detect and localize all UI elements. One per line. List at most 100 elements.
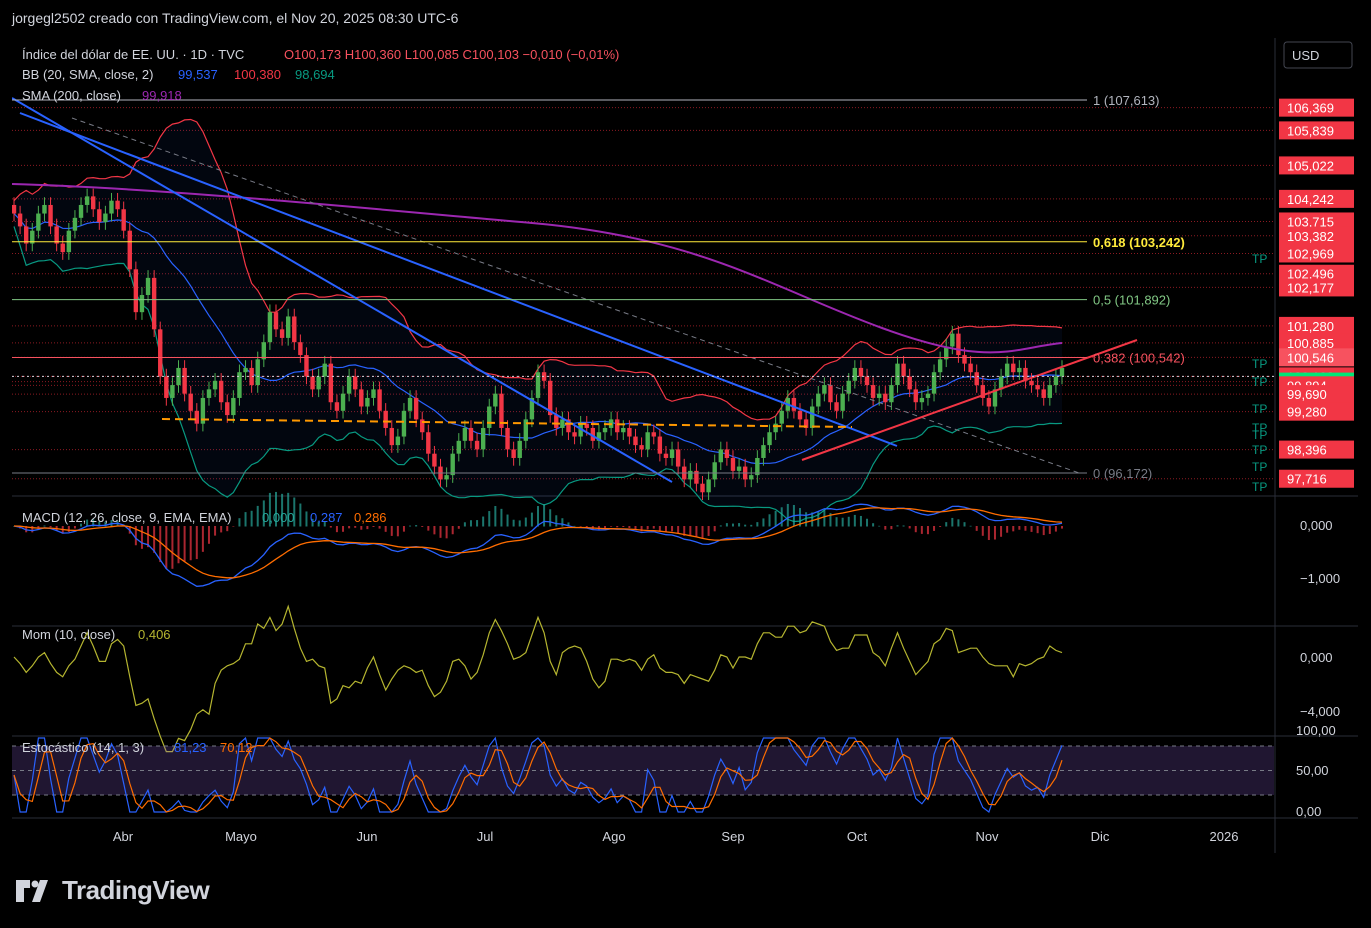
candle-body	[395, 436, 401, 446]
macd-hist-bar	[80, 523, 83, 527]
candle-body	[218, 380, 224, 403]
candle-body	[292, 316, 297, 343]
stoch-k-line	[13, 736, 1063, 813]
macd-hist-bar	[73, 526, 76, 529]
macd-hist-bar	[634, 526, 637, 530]
macd-hist-bar	[153, 526, 156, 553]
macd-hist-bar	[396, 526, 399, 537]
candle-body	[669, 449, 675, 458]
macd-hist-bar	[981, 526, 984, 536]
time-axis-label: Sep	[721, 829, 744, 844]
macd-hist-bar	[275, 491, 277, 527]
mom-scale-label: 0,000	[1300, 650, 1333, 665]
macd-hist-bar	[433, 526, 436, 535]
fib-label: 0,618 (103,242)	[1093, 235, 1185, 250]
legend-bb-label[interactable]: BB (20, SMA, close, 2)	[22, 67, 154, 82]
macd-hist-bar	[372, 526, 375, 527]
fib-label: 0,5 (101,892)	[1093, 293, 1170, 308]
candle-body	[188, 393, 193, 411]
macd-signal-line	[13, 507, 1063, 579]
price-tag-label: 102,969	[1287, 246, 1334, 261]
macd-hist-bar	[579, 526, 582, 527]
macd-hist-bar	[604, 526, 607, 529]
macd-hist-bar	[878, 525, 881, 527]
macd-hist-bar	[1012, 526, 1015, 532]
macd-hist-bar	[628, 526, 631, 528]
candle-body	[462, 427, 468, 441]
candle-body	[261, 342, 267, 360]
macd-hist-bar	[43, 525, 46, 527]
candle-body	[60, 243, 65, 253]
currency-button-label[interactable]: USD	[1292, 48, 1319, 63]
currency-button[interactable]	[1283, 41, 1353, 69]
candle-body	[779, 410, 784, 424]
price-tag-bg	[1279, 469, 1354, 488]
candle-body	[91, 196, 96, 210]
bb-lower-line	[13, 226, 1063, 523]
macd-hist-bar	[719, 525, 722, 527]
candle-body	[121, 209, 126, 231]
candle-body	[541, 372, 547, 381]
macd-hist-bar	[482, 516, 485, 527]
candle-body	[133, 269, 139, 313]
tp-label: TP	[1252, 421, 1267, 435]
candle-body	[675, 449, 681, 467]
macd-hist-bar	[920, 526, 923, 534]
macd-hist-bar	[98, 521, 101, 527]
legend-symbol[interactable]: Índice del dólar de EE. UU. · 1D · TVC	[22, 47, 244, 62]
candle-body	[42, 204, 47, 214]
tp-label: TP	[1252, 402, 1267, 416]
trendline-red	[801, 339, 1138, 461]
candle-body	[706, 479, 711, 493]
candle-body	[243, 367, 248, 373]
macd-hist-bar	[1024, 526, 1027, 531]
macd-hist-bar	[902, 525, 905, 527]
time-axis-label: Jul	[477, 829, 494, 844]
legend-macd-label[interactable]: MACD (12, 26, close, 9, EMA, EMA)	[22, 510, 232, 525]
macd-hist-bar	[555, 515, 558, 527]
macd-hist-bar	[323, 521, 326, 527]
candle-body	[1053, 376, 1059, 386]
candle-body	[925, 393, 931, 398]
macd-hist-bar	[786, 503, 789, 527]
candle-body	[822, 385, 827, 394]
legend-mom-label[interactable]: Mom (10, close)	[22, 627, 115, 642]
trendline-dashed	[71, 117, 1083, 475]
macd-hist-bar	[524, 517, 527, 527]
macd-hist-bar	[805, 512, 808, 527]
macd-hist-bar	[725, 523, 728, 527]
candle-body	[407, 397, 413, 411]
candle-body	[846, 380, 851, 394]
candle-body	[468, 427, 474, 441]
candle-body	[328, 363, 334, 403]
candle-body	[529, 397, 535, 420]
macd-hist-bar	[476, 520, 479, 527]
macd-hist-bar	[543, 504, 546, 527]
candle-body	[651, 432, 656, 437]
candle-body	[870, 385, 876, 398]
candle-body	[36, 213, 41, 231]
candle-body	[554, 415, 559, 428]
chart-frame[interactable]: TP TP TP TP TP TP TP TP TP 1 (107,613) 0,618 (103…	[11, 38, 1358, 853]
candle-body	[877, 393, 882, 398]
candle-body	[730, 457, 736, 471]
candle-body	[913, 389, 918, 403]
candle-body	[992, 389, 998, 407]
legend-sma-label[interactable]: SMA (200, close)	[22, 88, 121, 103]
legend-stoch-label[interactable]: Estocástico (14, 1, 3)	[22, 740, 144, 755]
candle-body	[432, 453, 437, 467]
macd-hist-bar	[683, 526, 686, 536]
price-tag-label: 105,022	[1287, 158, 1334, 173]
candle-body	[931, 372, 937, 394]
candle-body	[602, 427, 608, 433]
candle-body	[755, 457, 760, 476]
candle-body	[1041, 389, 1046, 398]
price-tag-label: 97,716	[1287, 472, 1327, 487]
macd-hist-bar	[518, 520, 521, 527]
legend-bb-basis: 99,537	[178, 67, 218, 82]
macd-hist-bar	[987, 526, 990, 541]
candle-body	[663, 453, 669, 458]
macd-hist-bar	[1030, 526, 1033, 532]
candle-body	[285, 316, 291, 338]
